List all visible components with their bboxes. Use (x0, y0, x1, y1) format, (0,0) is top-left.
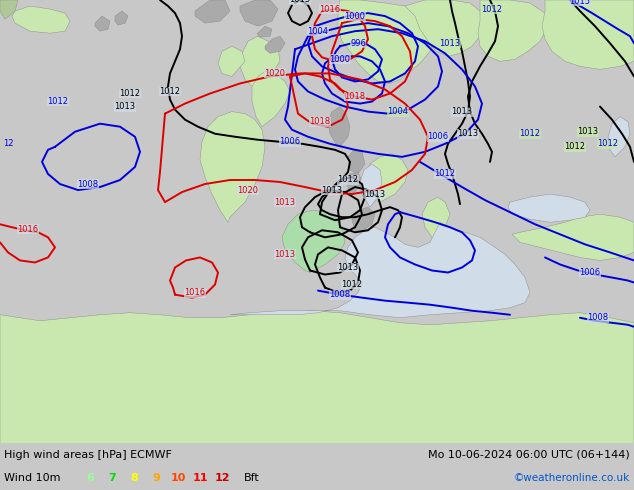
Text: 1006: 1006 (427, 132, 449, 141)
Polygon shape (542, 0, 634, 70)
Text: 1012: 1012 (48, 97, 68, 106)
Text: 996: 996 (350, 39, 366, 48)
Polygon shape (240, 0, 278, 26)
Polygon shape (200, 112, 265, 222)
Polygon shape (608, 117, 630, 157)
Text: 1012: 1012 (481, 4, 503, 14)
Polygon shape (195, 0, 230, 23)
Polygon shape (12, 6, 70, 33)
Polygon shape (282, 210, 345, 272)
Text: 1012: 1012 (160, 87, 181, 96)
Text: 1013: 1013 (290, 0, 311, 4)
Polygon shape (230, 222, 530, 318)
Text: 1000: 1000 (330, 55, 351, 64)
Polygon shape (352, 207, 375, 232)
Text: 1020: 1020 (238, 186, 259, 195)
Text: Bft: Bft (244, 473, 260, 483)
Text: 1004: 1004 (387, 107, 408, 116)
Polygon shape (360, 164, 382, 207)
Text: 1018: 1018 (309, 117, 330, 126)
Polygon shape (0, 311, 634, 443)
Text: 1016: 1016 (320, 4, 340, 14)
Text: 1013: 1013 (439, 39, 460, 48)
Polygon shape (252, 72, 290, 127)
Polygon shape (218, 46, 245, 76)
Text: 10: 10 (171, 473, 186, 483)
Text: 1006: 1006 (579, 268, 600, 277)
Text: 1008: 1008 (330, 290, 351, 299)
Text: 1016: 1016 (18, 225, 39, 234)
Polygon shape (508, 194, 590, 222)
Text: 12: 12 (3, 139, 13, 148)
Polygon shape (328, 107, 350, 147)
Polygon shape (338, 0, 435, 83)
Polygon shape (478, 0, 548, 61)
Text: 1012: 1012 (337, 175, 358, 185)
Text: 1013: 1013 (451, 107, 472, 116)
Text: 1013: 1013 (337, 263, 359, 272)
Text: 1013: 1013 (321, 186, 342, 195)
Polygon shape (422, 197, 450, 237)
Text: 1013: 1013 (275, 197, 295, 207)
Text: 9: 9 (152, 473, 160, 483)
Text: 1012: 1012 (342, 280, 363, 289)
Text: 1013: 1013 (115, 102, 136, 111)
Polygon shape (405, 0, 485, 56)
Text: 1008: 1008 (588, 313, 609, 322)
Text: ©weatheronline.co.uk: ©weatheronline.co.uk (514, 473, 630, 483)
Text: 7: 7 (108, 473, 116, 483)
Text: Mo 10-06-2024 06:00 UTC (06+144): Mo 10-06-2024 06:00 UTC (06+144) (428, 450, 630, 460)
Text: 8: 8 (130, 473, 138, 483)
Polygon shape (265, 36, 285, 53)
Polygon shape (257, 26, 272, 37)
Polygon shape (240, 36, 280, 90)
Text: 1012: 1012 (519, 129, 541, 138)
Text: 1012: 1012 (597, 139, 619, 148)
Text: 1018: 1018 (344, 92, 366, 101)
Polygon shape (0, 0, 18, 19)
Text: 1012: 1012 (119, 89, 141, 98)
Text: 1013: 1013 (458, 129, 479, 138)
Text: 1008: 1008 (77, 179, 98, 189)
Text: High wind areas [hPa] ECMWF: High wind areas [hPa] ECMWF (4, 450, 172, 460)
Text: 1012: 1012 (434, 170, 455, 178)
Text: 1013: 1013 (578, 127, 598, 136)
Polygon shape (365, 154, 408, 202)
Text: 1013: 1013 (365, 190, 385, 198)
Text: 1004: 1004 (307, 26, 328, 36)
Text: 11: 11 (192, 473, 208, 483)
Text: 6: 6 (86, 473, 94, 483)
Text: 1015: 1015 (569, 0, 590, 5)
Text: 1013: 1013 (275, 250, 295, 259)
Text: 1016: 1016 (184, 288, 205, 297)
Polygon shape (95, 16, 110, 31)
Polygon shape (347, 172, 362, 194)
Text: 1006: 1006 (280, 137, 301, 147)
Text: 12: 12 (214, 473, 230, 483)
Polygon shape (512, 214, 634, 261)
Polygon shape (348, 150, 365, 174)
Text: Wind 10m: Wind 10m (4, 473, 60, 483)
Text: 1020: 1020 (264, 69, 285, 78)
Text: 1012: 1012 (564, 142, 586, 151)
Text: 1000: 1000 (344, 12, 365, 21)
Polygon shape (115, 11, 128, 25)
